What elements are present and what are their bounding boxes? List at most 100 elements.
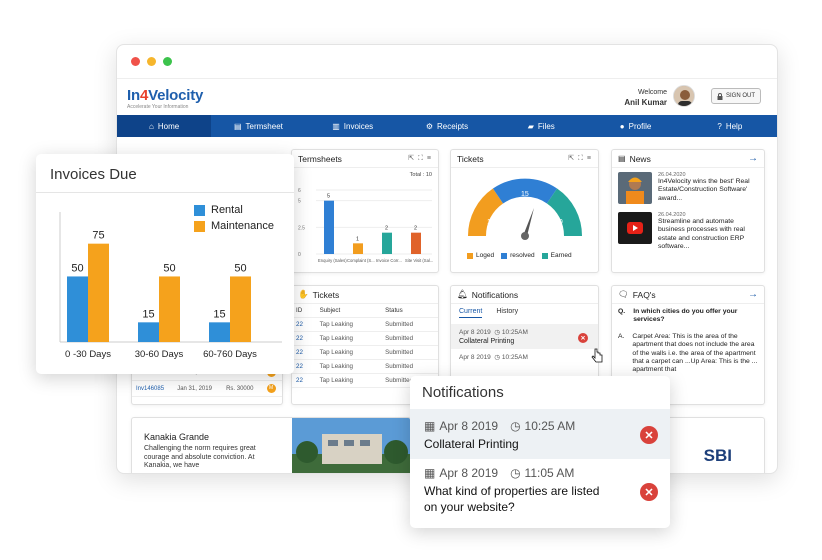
bar-value-label: 5 xyxy=(327,194,330,200)
nav-label: Receipts xyxy=(437,121,469,131)
bar-value-label: 1 xyxy=(356,236,359,242)
faq-answer-text: Carpet Area: This is the area of the apa… xyxy=(632,332,758,374)
notification-item[interactable]: Apr 8 2019 ◷ 10:25AM xyxy=(459,354,528,361)
panel-tools-icon[interactable]: ⇱ ⛶ ≡ xyxy=(568,155,592,162)
y-tick-label: 2.5 xyxy=(298,225,305,231)
project-image xyxy=(292,418,410,473)
bar-rental xyxy=(67,276,88,342)
nav-label: Profile xyxy=(628,121,652,131)
invoice-amount: Rs. 30000 xyxy=(222,380,263,397)
bar-value-label: 75 xyxy=(92,230,104,242)
logo-part: 4 xyxy=(139,87,149,104)
legend-label: Loged xyxy=(476,252,495,259)
calendar-icon: ▦ xyxy=(424,466,436,480)
nav-label: Home xyxy=(157,121,180,131)
notification-time: 11:05 AM xyxy=(524,466,575,480)
nav-label: Help xyxy=(725,121,743,131)
nav-label: Termsheet xyxy=(245,121,283,131)
tab-current[interactable]: Current xyxy=(459,308,483,318)
badge-icon: M xyxy=(266,384,276,393)
notification-date: Apr 8 2019 xyxy=(439,419,499,433)
notification-card-item[interactable]: ▦ Apr 8 2019 ◷ 11:05 AM What kind of prope… xyxy=(410,464,670,524)
nav-item-home[interactable]: ⌂ Home xyxy=(117,115,212,137)
tab-history[interactable]: History xyxy=(496,308,519,315)
notification-date: Apr 8 2019 xyxy=(459,354,491,361)
notification-date: Apr 8 2019 xyxy=(459,329,491,336)
table-cell: 22 xyxy=(292,331,316,346)
nav-item-invoices[interactable]: ▥ Invoices xyxy=(306,115,400,137)
welcome-label: Welcome xyxy=(637,89,667,96)
sign-out-button[interactable]: SIGN OUT xyxy=(711,88,761,104)
bar-maintenance xyxy=(230,276,251,342)
table-cell: 22 xyxy=(292,317,316,332)
news-item[interactable]: 26.04.2020 In4Velocity wins the best' Rea… xyxy=(612,168,764,208)
bar-value-label: 50 xyxy=(163,262,175,274)
table-cell: Submitted xyxy=(381,345,438,360)
nav-item-receipts[interactable]: ⚙ Receipts xyxy=(400,115,494,137)
news-icon: ▤ xyxy=(618,154,626,163)
gauge-hub xyxy=(521,232,529,240)
arrow-right-icon[interactable]: → xyxy=(748,289,758,300)
table-row[interactable]: 22 Tap Leaking Submitted xyxy=(292,317,438,332)
legend-label: Rental xyxy=(211,204,243,216)
notification-card-item[interactable]: ▦ Apr 8 2019 ◷ 10:25 AM Collateral Printin… xyxy=(410,409,670,459)
home-icon: ⌂ xyxy=(149,121,154,131)
document-icon: ▤ xyxy=(233,121,242,131)
avatar[interactable] xyxy=(673,85,695,107)
user-icon: ● xyxy=(619,121,625,131)
y-tick-label: 0 xyxy=(298,252,301,258)
dismiss-icon[interactable]: ✕ xyxy=(640,483,658,501)
logo-tagline: Accelerate Your Information xyxy=(127,104,189,110)
tickets-gauge-panel: Tickets ⇱ ⛶ ≡ 10 15 10 Loged resolved Earne… xyxy=(450,149,599,273)
x-tick-label: 30-60 Days xyxy=(135,349,184,360)
tickets-table-panel: ✋ Tickets ID Subject Status 22 Tap Leaking Sub… xyxy=(291,285,439,405)
bar-value-label: 2 xyxy=(385,226,388,232)
news-item[interactable]: 26.04.2020 Streamline and automate busine… xyxy=(612,208,764,256)
notification-text: Collateral Printing xyxy=(459,338,515,345)
app-header: In4Velocity Accelerate Your Information … xyxy=(117,79,777,115)
receipt-icon: ⚙ xyxy=(425,121,433,131)
table-cell: 22 xyxy=(292,373,316,388)
maximize-dot-icon[interactable] xyxy=(163,57,172,66)
minimize-dot-icon[interactable] xyxy=(147,57,156,66)
panel-tools-icon[interactable]: ⇱ ⛶ ≡ xyxy=(408,155,432,162)
logo[interactable]: In4Velocity xyxy=(127,87,203,104)
table-cell: Tap Leaking xyxy=(315,345,382,360)
notification-meta: Apr 8 2019 ◷ 10:25AM xyxy=(459,329,528,336)
notification-text: What kind of properties are listed on yo… xyxy=(424,484,600,514)
legend-swatch-icon xyxy=(194,204,205,216)
table-row[interactable]: 22 Tap Leaking Submitted xyxy=(292,331,438,346)
legend-label: Earned xyxy=(550,252,572,259)
invoices-legend: Rental Maintenance xyxy=(194,202,274,234)
notification-meta: ▦ Apr 8 2019 ◷ 11:05 AM xyxy=(424,466,656,480)
table-cell: Tap Leaking xyxy=(315,359,382,374)
dismiss-icon[interactable]: ✕ xyxy=(640,426,658,444)
invoice-id: Inv146085 xyxy=(132,380,174,397)
window-chrome xyxy=(117,45,777,79)
table-cell: 22 xyxy=(292,345,316,360)
nav-item-profile[interactable]: ● Profile xyxy=(588,115,682,137)
nav-item-termsheet[interactable]: ▤ Termsheet xyxy=(211,115,305,137)
arrow-right-icon[interactable]: → xyxy=(748,153,758,164)
table-cell: Submitted xyxy=(381,359,438,374)
nav-item-files[interactable]: ▰ Files xyxy=(494,115,588,137)
table-row[interactable]: 22 Tap Leaking Submitted xyxy=(292,345,438,360)
notification-item[interactable]: Apr 8 2019 ◷ 10:25AM Collateral Printing… xyxy=(451,324,598,349)
table-row[interactable]: 22 Tap Leaking Submitted xyxy=(292,359,438,374)
nav-item-help[interactable]: ? Help xyxy=(683,115,777,137)
table-cell: Tap Leaking xyxy=(315,317,382,332)
gauge-segment-earned xyxy=(546,188,583,237)
gauge-value-loged: 10 xyxy=(487,219,495,226)
welcome-block: Welcome Anil Kumar xyxy=(624,88,667,109)
bar-value-label: 50 xyxy=(234,262,246,274)
news-date: 26.04.2020 xyxy=(658,172,686,178)
bar xyxy=(411,232,421,254)
faq-question[interactable]: Q. In which cities do you offer your serv… xyxy=(612,304,764,329)
table-cell: Tap Leaking xyxy=(315,331,382,346)
termsheets-panel: Termsheets ⇱ ⛶ ≡ Total : 10 6 5 2.5 0 5 Enquir… xyxy=(291,149,439,273)
project-desc: Challenging the norm requires great cour… xyxy=(144,445,256,470)
close-dot-icon[interactable] xyxy=(131,57,140,66)
dismiss-icon[interactable]: ✕ xyxy=(578,333,588,343)
